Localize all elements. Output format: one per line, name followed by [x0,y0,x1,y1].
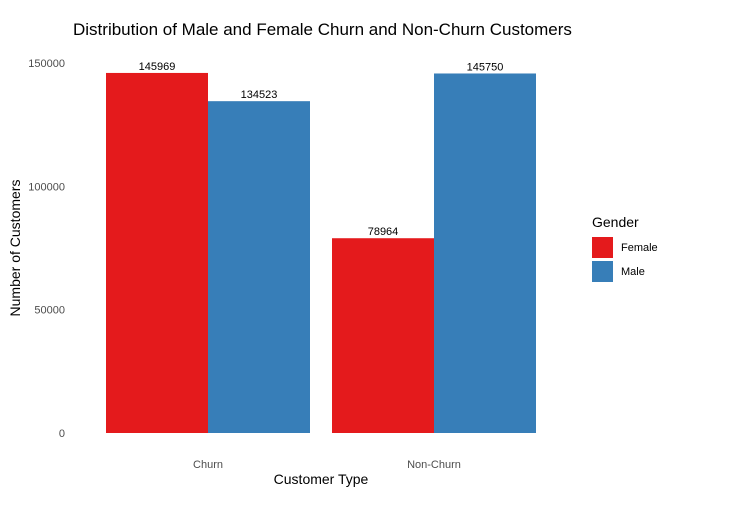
y-tick-label: 50000 [34,305,65,317]
y-tick-label: 100000 [28,181,65,193]
legend-title: Gender [592,214,639,230]
x-axis-title: Customer Type [274,471,369,487]
y-tick-label: 150000 [28,58,65,70]
bar-female-non-churn [332,238,434,433]
legend-swatch-male [592,261,613,282]
data-label: 145750 [467,61,504,73]
y-tick-label: 0 [59,428,65,440]
bar-male-non-churn [434,73,536,433]
legend-label-male: Male [621,266,645,278]
chart-title: Distribution of Male and Female Churn an… [73,20,572,39]
bar-female-churn [106,72,208,434]
legend-swatch-female [592,237,613,258]
data-label: 134523 [241,89,278,101]
x-tick-label: Churn [193,459,223,471]
legend: Gender Female Male [592,214,658,282]
data-label: 78964 [368,226,399,238]
bar-male-churn [208,101,310,433]
y-axis-title: Number of Customers [7,180,23,317]
legend-label-female: Female [621,242,658,254]
data-label: 145969 [139,61,176,73]
x-tick-label: Non-Churn [407,459,461,471]
plot-area: 0 50000 100000 150000 145969 134523 Churn 78964… [28,58,536,471]
